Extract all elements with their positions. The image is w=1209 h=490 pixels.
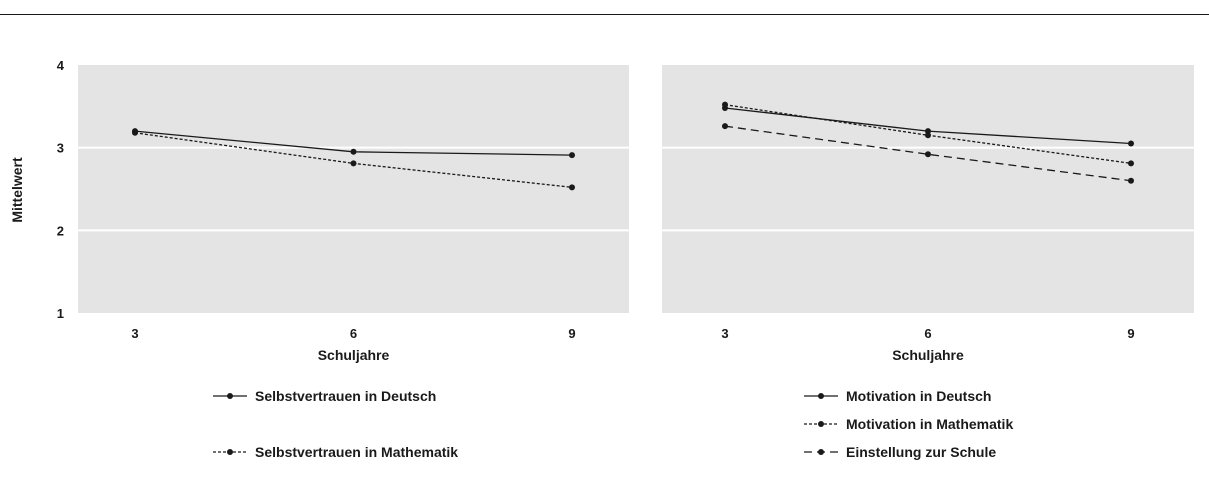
y-axis-title: Mittelwert [9,157,25,223]
data-point-s1-x6 [350,148,357,155]
data-point-s3-x9 [1128,177,1134,184]
data-point-s2-x9 [1128,160,1134,167]
data-point-s2-x3 [722,101,728,108]
y-tick-label-4: 4 [57,58,65,73]
plot-area [662,65,1194,313]
legend-entry-2: Selbstvertrauen in Mathematik [213,444,458,460]
legend-swatch-marker [818,393,824,399]
data-point-s1-x9 [1128,140,1134,147]
data-point-s1-x6 [925,128,931,135]
x-axis-title: Schuljahre [892,347,964,363]
top-rule [0,14,1209,15]
legend-entry-3: Einstellung zur Schule [804,444,996,460]
legend-swatch-marker [818,421,824,427]
x-tick-label-9: 9 [568,326,575,341]
chart-panel-right: 3 6 9 Schuljahre Motivation in Deutsch Motiva… [662,65,1194,460]
legend-swatch-marker [227,393,233,399]
legend-entry-1: Selbstvertrauen in Deutsch [213,388,436,404]
x-tick-label-6: 6 [350,326,357,341]
chart-panel-left: 1 2 3 4 3 6 9 Schuljahre Selbstvertrauen in Deut… [57,58,629,460]
y-tick-label-1: 1 [57,306,64,321]
legend-swatch-marker [227,449,233,455]
legend-label: Motivation in Mathematik [846,416,1013,432]
legend-entry-1: Motivation in Deutsch [804,388,991,404]
data-point-s3-x6 [925,151,931,158]
x-tick-label-9: 9 [1127,326,1134,341]
x-axis-title: Schuljahre [318,347,390,363]
x-tick-label-3: 3 [131,326,138,341]
data-point-s3-x3 [722,123,728,130]
data-point-s2-x6 [350,160,357,167]
series-line-3 [724,125,1132,182]
data-point-s2-x9 [569,184,575,191]
legend-entry-2: Motivation in Mathematik [804,416,1013,432]
y-tick-label-2: 2 [57,223,64,238]
data-point-s1-x9 [569,152,575,159]
x-tick-label-6: 6 [924,326,931,341]
data-point-s2-x6 [925,132,931,139]
legend-swatch-marker [818,449,824,455]
plot-area [78,65,629,313]
legend-label: Selbstvertrauen in Mathematik [255,444,458,460]
data-point-s2-x3 [132,129,138,136]
legend-label: Motivation in Deutsch [846,388,991,404]
y-tick-label-3: 3 [57,141,64,156]
legend-label: Selbstvertrauen in Deutsch [255,388,436,404]
x-tick-label-3: 3 [721,326,728,341]
legend-label: Einstellung zur Schule [846,444,996,460]
